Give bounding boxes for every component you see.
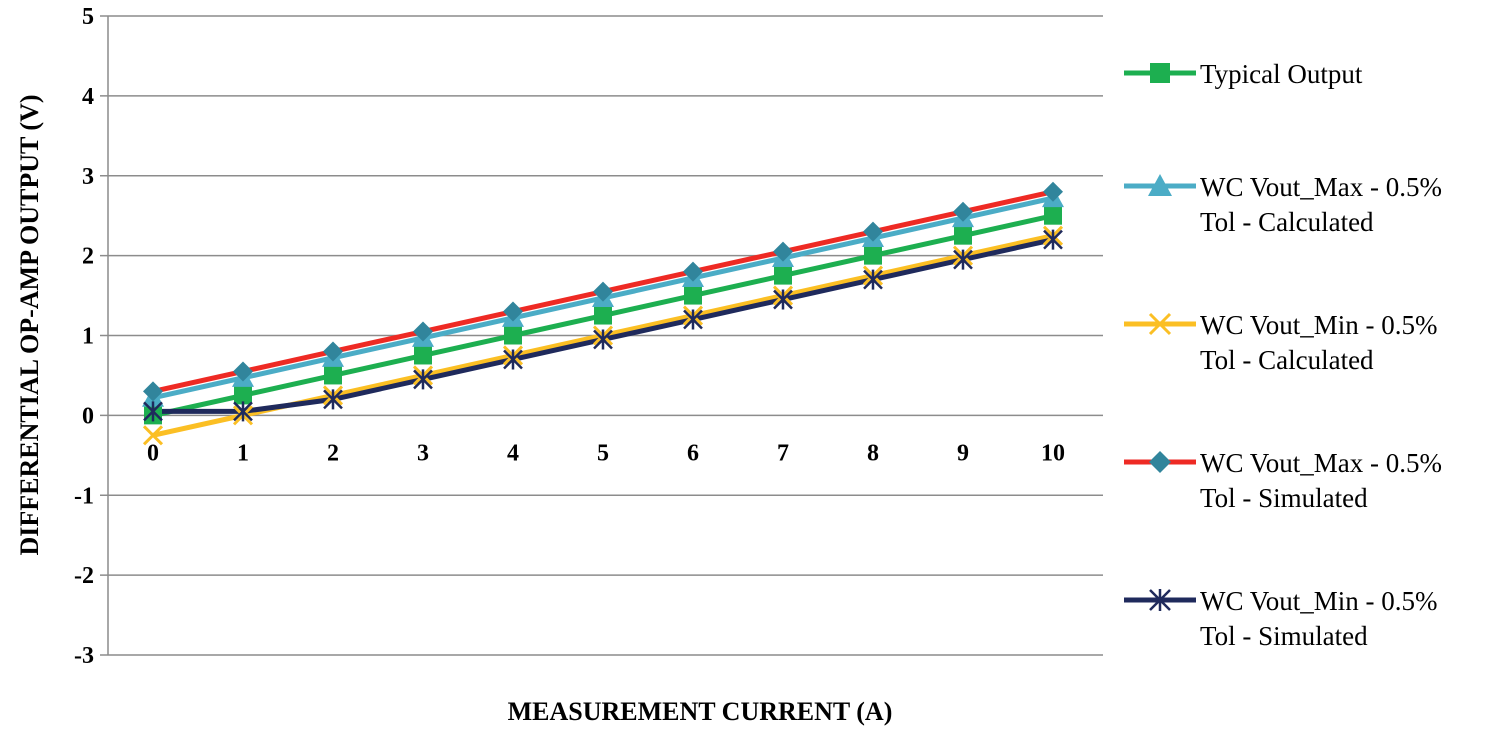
x-tick-label: 0	[147, 440, 159, 466]
data-point	[324, 366, 342, 385]
y-tick-label: 0	[82, 403, 94, 429]
data-point	[234, 386, 252, 405]
legend-entry: Typical Output	[1124, 59, 1363, 89]
data-point	[773, 289, 793, 310]
legend-label: Typical Output	[1200, 59, 1363, 89]
x-axis-ticks: 0 1 2 3 4 5 6 7 8 9 10	[147, 440, 1065, 466]
data-point	[773, 241, 793, 262]
x-tick-label: 7	[777, 440, 789, 466]
data-point	[594, 306, 612, 325]
y-tick-label: -1	[74, 483, 94, 509]
x-tick-label: 6	[687, 440, 699, 466]
legend-label: WC Vout_Min - 0.5%	[1200, 310, 1438, 340]
series-markers	[142, 181, 1064, 446]
data-point	[683, 261, 703, 282]
legend-label: Tol - Simulated	[1200, 483, 1368, 513]
legend-marker	[1148, 312, 1172, 336]
x-tick-label: 10	[1041, 440, 1065, 466]
data-point	[683, 309, 703, 330]
x-axis-label: MEASUREMENT CURRENT (A)	[508, 697, 893, 726]
data-point	[413, 321, 433, 342]
y-tick-label: -2	[74, 563, 94, 589]
data-point	[323, 389, 343, 410]
data-point	[414, 346, 432, 365]
legend-label: WC Vout_Min - 0.5%	[1200, 586, 1438, 616]
legend-entry: WC Vout_Max - 0.5% Tol - Simulated	[1124, 448, 1442, 513]
x-tick-label: 9	[957, 440, 969, 466]
data-point	[143, 401, 163, 422]
data-point	[413, 369, 433, 390]
y-axis-ticks: 5 4 3 2 1 0 -1 -2 -3	[74, 4, 94, 669]
x-tick-label: 1	[237, 440, 249, 466]
legend-entry: WC Vout_Min - 0.5% Tol - Simulated	[1124, 586, 1438, 651]
data-point	[504, 326, 522, 345]
data-point	[1043, 181, 1063, 202]
legend-marker	[1148, 174, 1172, 196]
x-tick-label: 3	[417, 440, 429, 466]
y-tick-label: 1	[82, 324, 94, 350]
x-tick-label: 5	[597, 440, 609, 466]
legend-marker	[1149, 451, 1171, 473]
data-point	[593, 281, 613, 302]
data-point	[863, 269, 883, 290]
data-point	[774, 266, 792, 285]
legend-label: Tol - Calculated	[1200, 345, 1374, 375]
data-point	[503, 349, 523, 370]
y-tick-label: 3	[82, 164, 94, 190]
legend-entry: WC Vout_Min - 0.5% Tol - Calculated	[1124, 310, 1438, 375]
data-point	[593, 329, 613, 350]
data-point	[233, 361, 253, 382]
data-point	[1043, 229, 1063, 250]
data-point	[143, 381, 163, 402]
x-tick-label: 2	[327, 440, 339, 466]
data-point	[684, 286, 702, 305]
data-point	[1044, 206, 1062, 225]
y-tick-label: 4	[82, 84, 94, 110]
x-tick-label: 8	[867, 440, 879, 466]
legend-label: Tol - Simulated	[1200, 621, 1368, 651]
legend-label: Tol - Calculated	[1200, 207, 1374, 237]
data-point	[864, 246, 882, 265]
y-tick-label: -3	[74, 643, 94, 669]
legend-entry: WC Vout_Max - 0.5% Tol - Calculated	[1124, 172, 1442, 237]
data-point	[142, 425, 164, 446]
data-point	[233, 401, 253, 422]
legend-marker	[1149, 589, 1171, 611]
data-point	[953, 249, 973, 270]
data-point	[323, 341, 343, 362]
data-point	[863, 221, 883, 242]
y-tick-label: 2	[82, 244, 94, 270]
y-axis-label: DIFFERENTIAL OP-AMP OUTPUT (V)	[15, 94, 44, 555]
legend: Typical Output WC Vout_Max - 0.5% Tol - Ca…	[1124, 59, 1442, 651]
legend-label: WC Vout_Max - 0.5%	[1200, 172, 1442, 202]
y-tick-label: 5	[82, 4, 94, 30]
data-point	[954, 226, 972, 245]
data-point	[503, 301, 523, 322]
legend-marker	[1150, 63, 1170, 83]
legend-label: WC Vout_Max - 0.5%	[1200, 448, 1442, 478]
data-point	[953, 201, 973, 222]
x-tick-label: 4	[507, 440, 519, 466]
